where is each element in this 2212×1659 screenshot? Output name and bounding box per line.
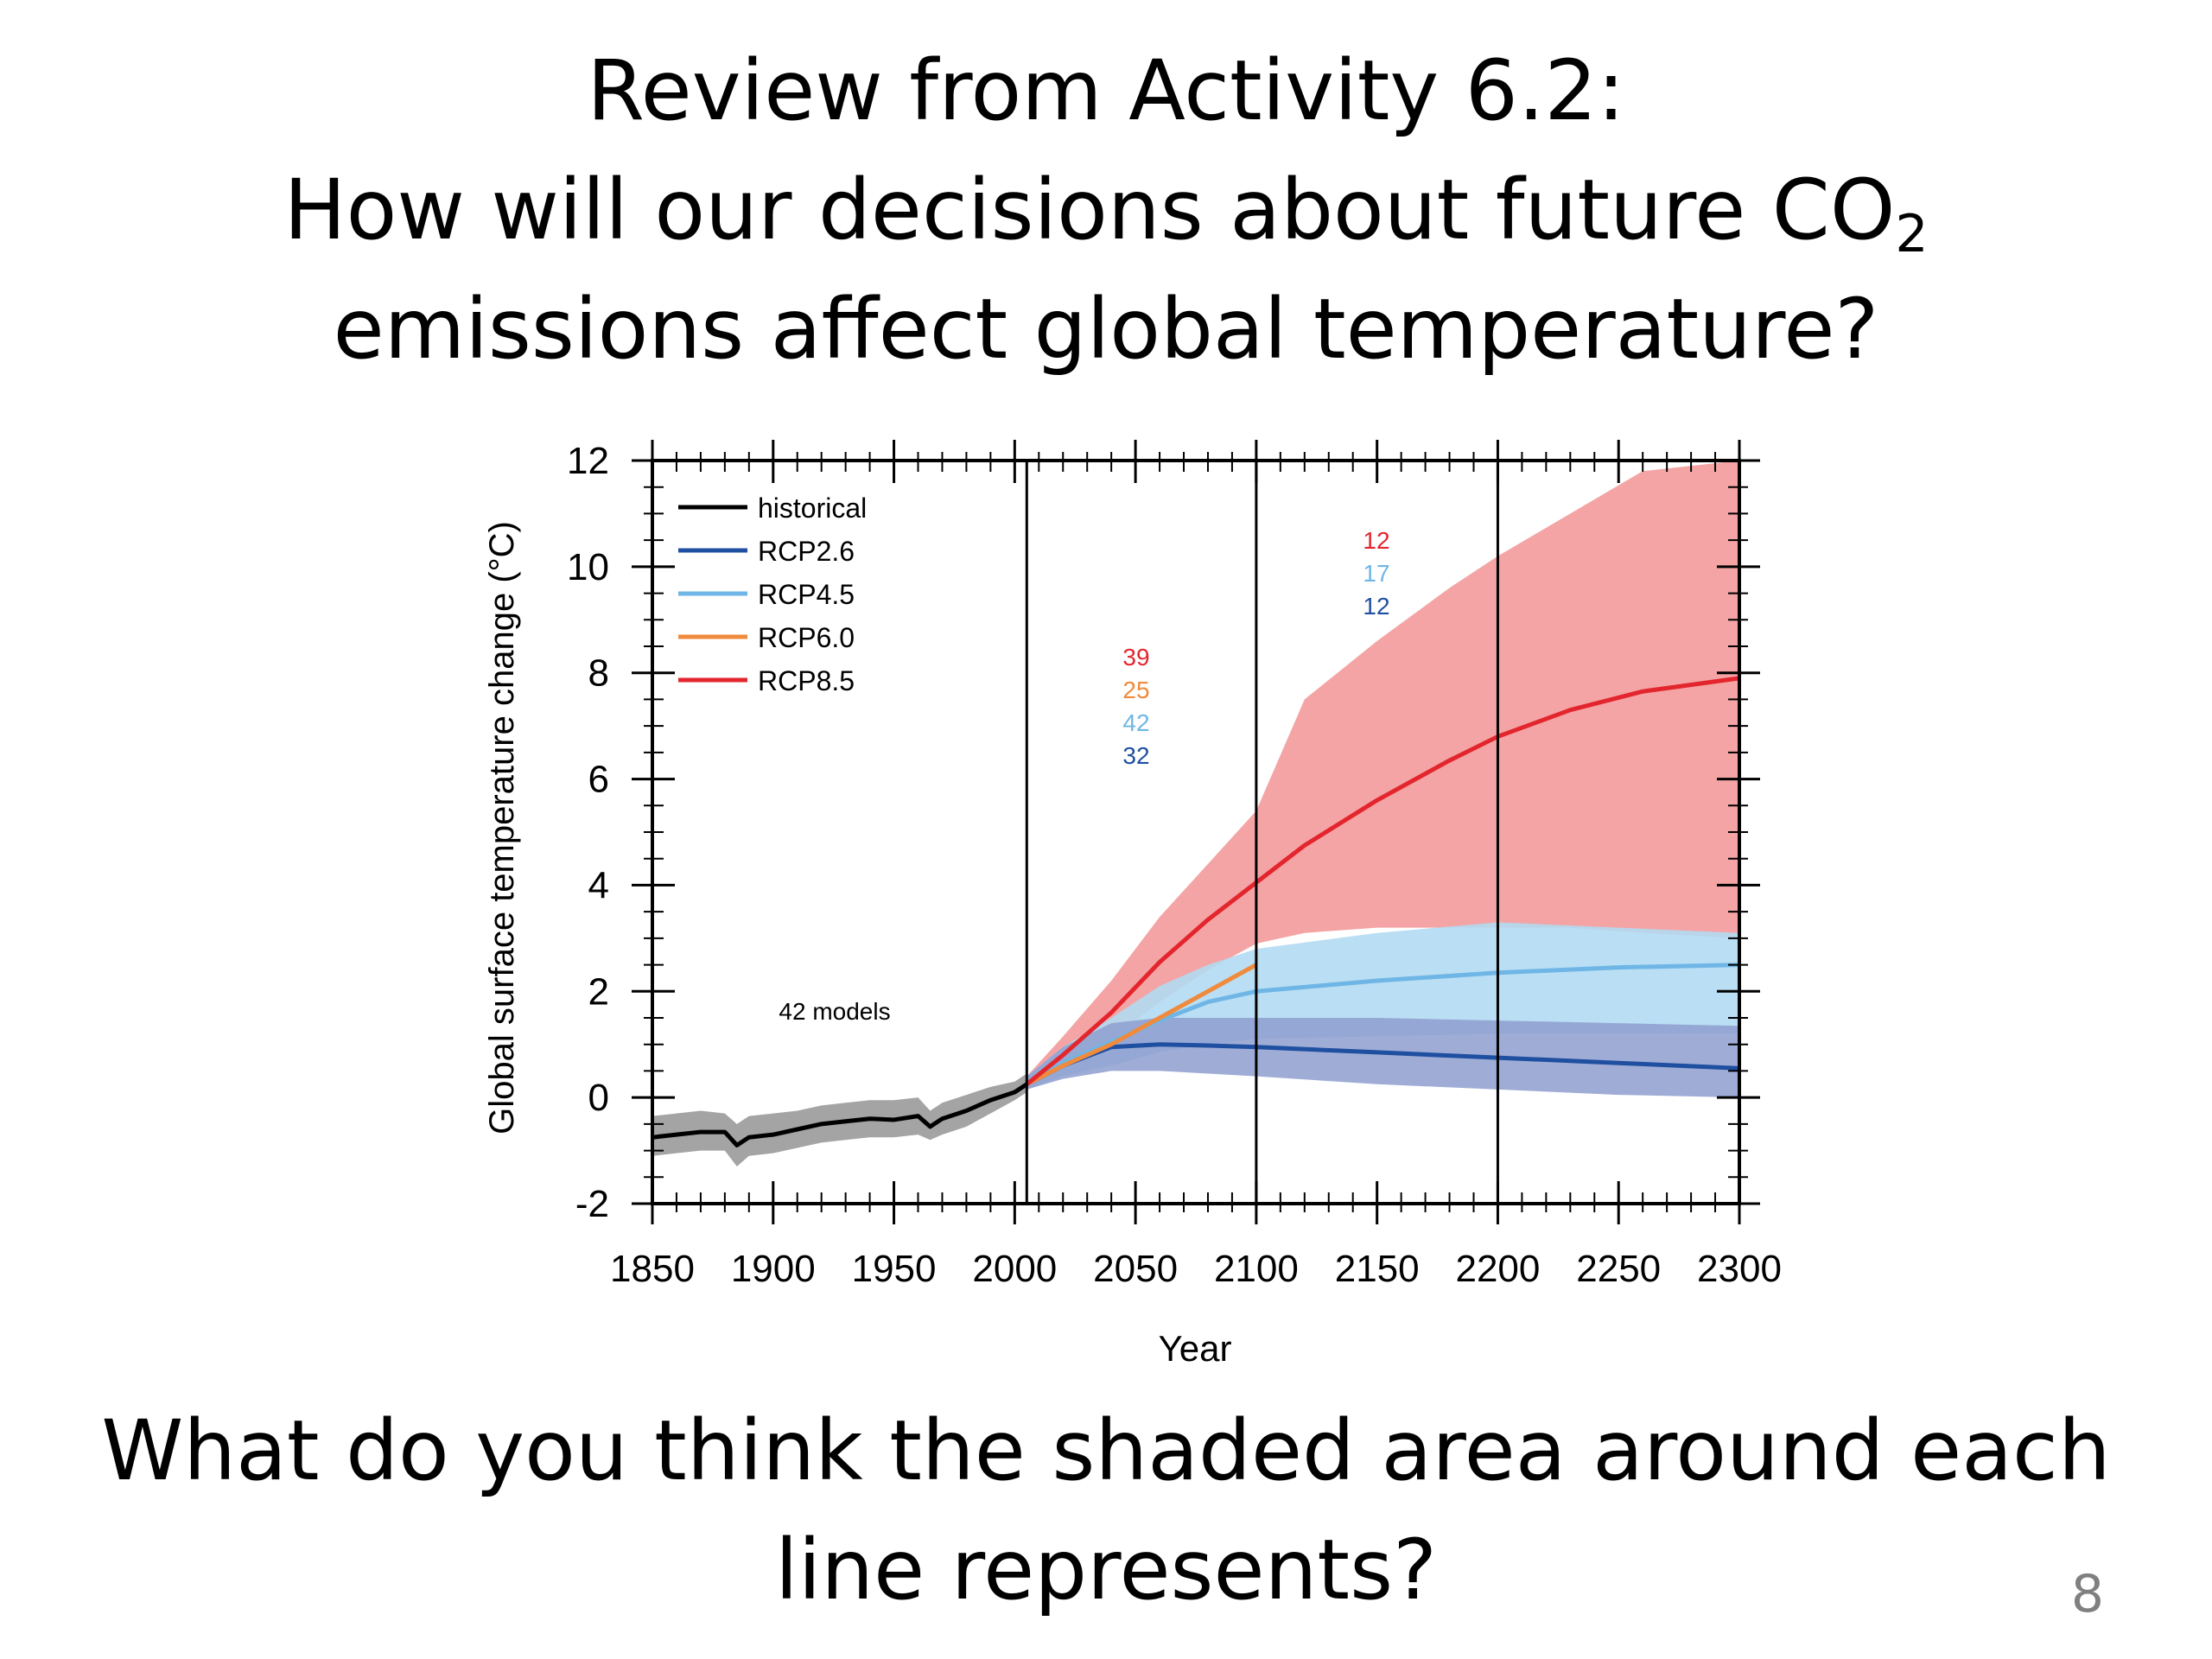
legend-label-rcp85: RCP8.5 [758,665,855,696]
x-axis-label: Year [1159,1328,1232,1369]
y-axis-label: Global surface temperature change (°C) [483,521,521,1135]
series-lines [652,676,1740,1147]
line-rcp60 [1026,963,1258,1087]
legend-label-rcp26: RCP2.6 [758,536,855,567]
legend: historical RCP2.6 RCP4.5 RCP6.0 RCP8.5 [678,493,867,696]
model-counts: 39 25 42 32 12 17 12 [1122,527,1389,769]
line-rcp85 [1025,676,1740,1086]
count-b-rcp85: 12 [1363,527,1389,554]
question-line-1: What do you think the shaded area around… [101,1402,2111,1499]
y-tick-label-10: 10 [567,546,609,588]
count-a-rcp26: 32 [1122,742,1149,769]
annotation-42-models: 42 models [779,998,890,1025]
title-line-1: Review from Activity 6.2: [587,42,1625,139]
count-b-rcp26: 12 [1363,593,1389,620]
y-tick-label--2: -2 [575,1183,609,1225]
x-tick-label-2300: 2300 [1697,1248,1782,1290]
band-rcp26 [1027,1018,1739,1098]
y-tick-label-2: 2 [588,970,609,1013]
y-tick-label-4: 4 [588,864,609,906]
x-tick-label-2250: 2250 [1576,1248,1661,1290]
y-tick-label-6: 6 [588,759,609,801]
page-number: 8 [2070,1564,2105,1624]
x-tick-label-2100: 2100 [1214,1248,1299,1290]
y-tick-label-8: 8 [588,652,609,695]
x-tick-label-2050: 2050 [1093,1248,1178,1290]
legend-label-rcp60: RCP6.0 [758,622,855,653]
count-a-rcp85: 39 [1122,644,1149,671]
y-tick-label-12: 12 [567,440,609,482]
line-historical [652,1082,1028,1147]
slide-question: What do you think the shaded area around… [0,1391,2212,1630]
line-rcp45 [1026,963,1740,1086]
x-tick-label-2200: 2200 [1455,1248,1540,1290]
x-tick-label-1950: 1950 [852,1248,937,1290]
legend-label-historical: historical [758,493,867,524]
x-tick-label-1850: 1850 [610,1248,695,1290]
title-line-2: How will our decisions about future CO2 [283,162,1928,260]
slide-title: Review from Activity 6.2: How will our d… [0,31,2212,389]
count-b-rcp45: 17 [1363,560,1389,587]
title-line-3: emissions affect global temperature? [333,281,1879,378]
axis-ticks: 1850 1900 1950 2000 2050 2100 2150 2200 2250 2300… [567,440,1782,1290]
count-a-rcp45: 42 [1122,709,1149,736]
x-tick-label-2000: 2000 [972,1248,1057,1290]
count-a-rcp60: 25 [1122,677,1149,703]
band-rcp85 [1027,461,1739,1090]
title-line-2-subscript: 2 [1895,204,1929,264]
y-tick-label-0: 0 [588,1077,609,1119]
x-tick-label-2150: 2150 [1335,1248,1420,1290]
legend-label-rcp45: RCP4.5 [758,579,855,610]
title-line-2-main: How will our decisions about future CO [283,162,1896,258]
x-tick-label-1900: 1900 [731,1248,816,1290]
question-line-2: line represents? [774,1522,1438,1618]
uncertainty-bands [652,461,1739,1166]
band-rcp45 [1027,922,1739,1090]
